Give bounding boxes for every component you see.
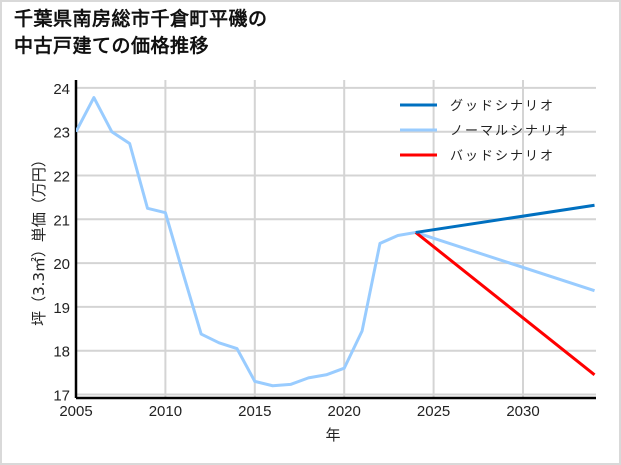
y-tick-label: 17 (53, 388, 70, 405)
chart-title: 千葉県南房総市千倉町平磯の 中古戸建ての価格推移 (14, 6, 268, 60)
bad-scenario-line (414, 231, 596, 376)
normal-scenario-line (415, 231, 595, 293)
legend-bad-label: バッドシナリオ (450, 149, 555, 164)
x-tick-label: 2010 (149, 403, 182, 420)
legend-good-label: グッドシナリオ (450, 99, 555, 114)
legend-normal-label: ノーマルシナリオ (450, 124, 570, 139)
x-tick-label: 2030 (506, 403, 539, 420)
y-tick-label: 18 (53, 344, 70, 361)
y-tick-label: 21 (53, 212, 70, 229)
y-tick-label: 20 (53, 256, 70, 273)
y-tick-label: 22 (53, 169, 70, 186)
x-tick-label: 2020 (328, 403, 361, 420)
chart-title-line1: 千葉県南房総市千倉町平磯の (14, 8, 268, 30)
y-axis-label: 坪（3.3㎡）単価（万円） (30, 152, 48, 326)
x-tick-label: 2005 (59, 403, 92, 420)
y-tick-label: 19 (53, 300, 70, 317)
x-tick-label: 2015 (238, 403, 271, 420)
y-tick-label: 23 (53, 125, 70, 142)
x-tick-label: 2025 (417, 403, 450, 420)
chart-title-line2: 中古戸建ての価格推移 (14, 35, 210, 57)
historical-line (76, 96, 416, 388)
x-axis-label: 年 (325, 426, 340, 444)
y-tick-label: 24 (53, 81, 70, 98)
good-scenario-line (415, 203, 595, 234)
